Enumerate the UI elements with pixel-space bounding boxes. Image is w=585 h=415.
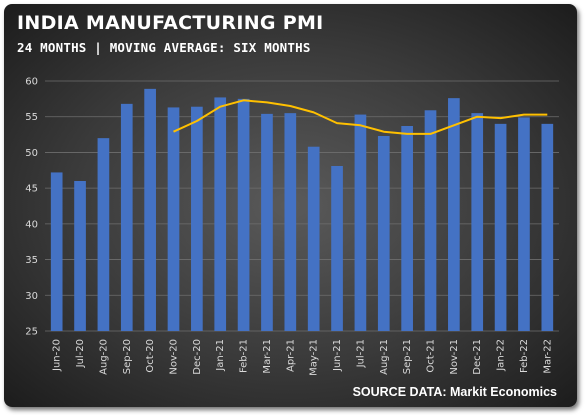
- y-axis: 25 30 35 40 45 50 55 60: [25, 77, 38, 338]
- bar: [120, 103, 133, 331]
- bar: [307, 146, 320, 331]
- bar: [401, 126, 413, 331]
- bar: [518, 117, 530, 331]
- x-tick-label: Jun-21: [332, 339, 343, 372]
- bar: [448, 98, 460, 332]
- x-tick-label: Jun-20: [52, 339, 63, 372]
- y-tick-label: 35: [25, 255, 38, 266]
- pmi-chart: 25 30 35 40 45 50 55 60 Jun-20 Jul-20 Aug-20 Sep-2…: [25, 77, 559, 376]
- chart-card: INDIA MANUFACTURING PMI 24 MONTHS | MOVI…: [4, 4, 577, 407]
- x-tick-label: Feb-21: [239, 339, 250, 373]
- x-tick-label: Sep-20: [122, 339, 133, 374]
- bar: [284, 113, 297, 332]
- x-tick-label: Jul-21: [355, 339, 366, 368]
- moving-average-series: [173, 99, 548, 135]
- bar: [97, 138, 110, 331]
- y-tick-label: 40: [25, 219, 38, 230]
- x-tick-label: Oct-21: [426, 339, 437, 373]
- bar: [214, 97, 227, 331]
- bar: [331, 166, 343, 331]
- bar-series: [50, 88, 554, 332]
- x-tick-label: Dec-21: [472, 339, 483, 375]
- bar: [191, 106, 203, 331]
- bar: [144, 88, 156, 331]
- bar: [167, 107, 180, 331]
- bar: [541, 123, 554, 331]
- x-tick-label: Mar-21: [262, 339, 273, 374]
- x-tick-label: May-21: [309, 339, 320, 376]
- x-tick-label: Sep-21: [402, 339, 413, 374]
- bar: [471, 113, 484, 332]
- source-note: SOURCE DATA: Markit Economics: [352, 385, 557, 399]
- y-tick-label: 60: [25, 77, 38, 88]
- x-tick-label: Apr-21: [285, 339, 296, 372]
- chart-subtitle: 24 MONTHS | MOVING AVERAGE: SIX MONTHS: [17, 40, 311, 55]
- x-tick-label: Dec-20: [192, 339, 203, 375]
- x-tick-label: Jan-21: [215, 339, 226, 372]
- x-tick-label: Nov-21: [449, 339, 460, 375]
- bar: [354, 114, 367, 331]
- bar: [424, 110, 437, 332]
- y-tick-label: 30: [25, 291, 38, 302]
- bar: [237, 98, 250, 331]
- chart-title: INDIA MANUFACTURING PMI: [17, 12, 324, 34]
- x-tick-label: Aug-20: [98, 339, 109, 375]
- x-tick-label: Aug-21: [379, 339, 390, 375]
- bar: [74, 181, 86, 331]
- x-tick-label: Jan-22: [496, 339, 507, 372]
- y-tick-label: 55: [25, 112, 38, 123]
- x-axis: Jun-20 Jul-20 Aug-20 Sep-20 Oct-20 Nov-20 Dec-…: [52, 339, 554, 376]
- y-tick-label: 25: [25, 327, 38, 338]
- bar: [377, 136, 390, 331]
- y-tick-label: 50: [25, 148, 38, 159]
- x-tick-label: Oct-20: [145, 339, 156, 373]
- x-tick-label: Mar-22: [542, 339, 553, 374]
- x-tick-label: Jul-20: [75, 339, 86, 368]
- y-tick-label: 45: [25, 184, 38, 195]
- x-tick-label: Feb-22: [519, 339, 530, 373]
- moving-average-line: [173, 99, 548, 135]
- bar: [494, 123, 507, 331]
- x-tick-label: Nov-20: [169, 339, 180, 375]
- bar: [50, 172, 63, 331]
- bar: [261, 113, 273, 331]
